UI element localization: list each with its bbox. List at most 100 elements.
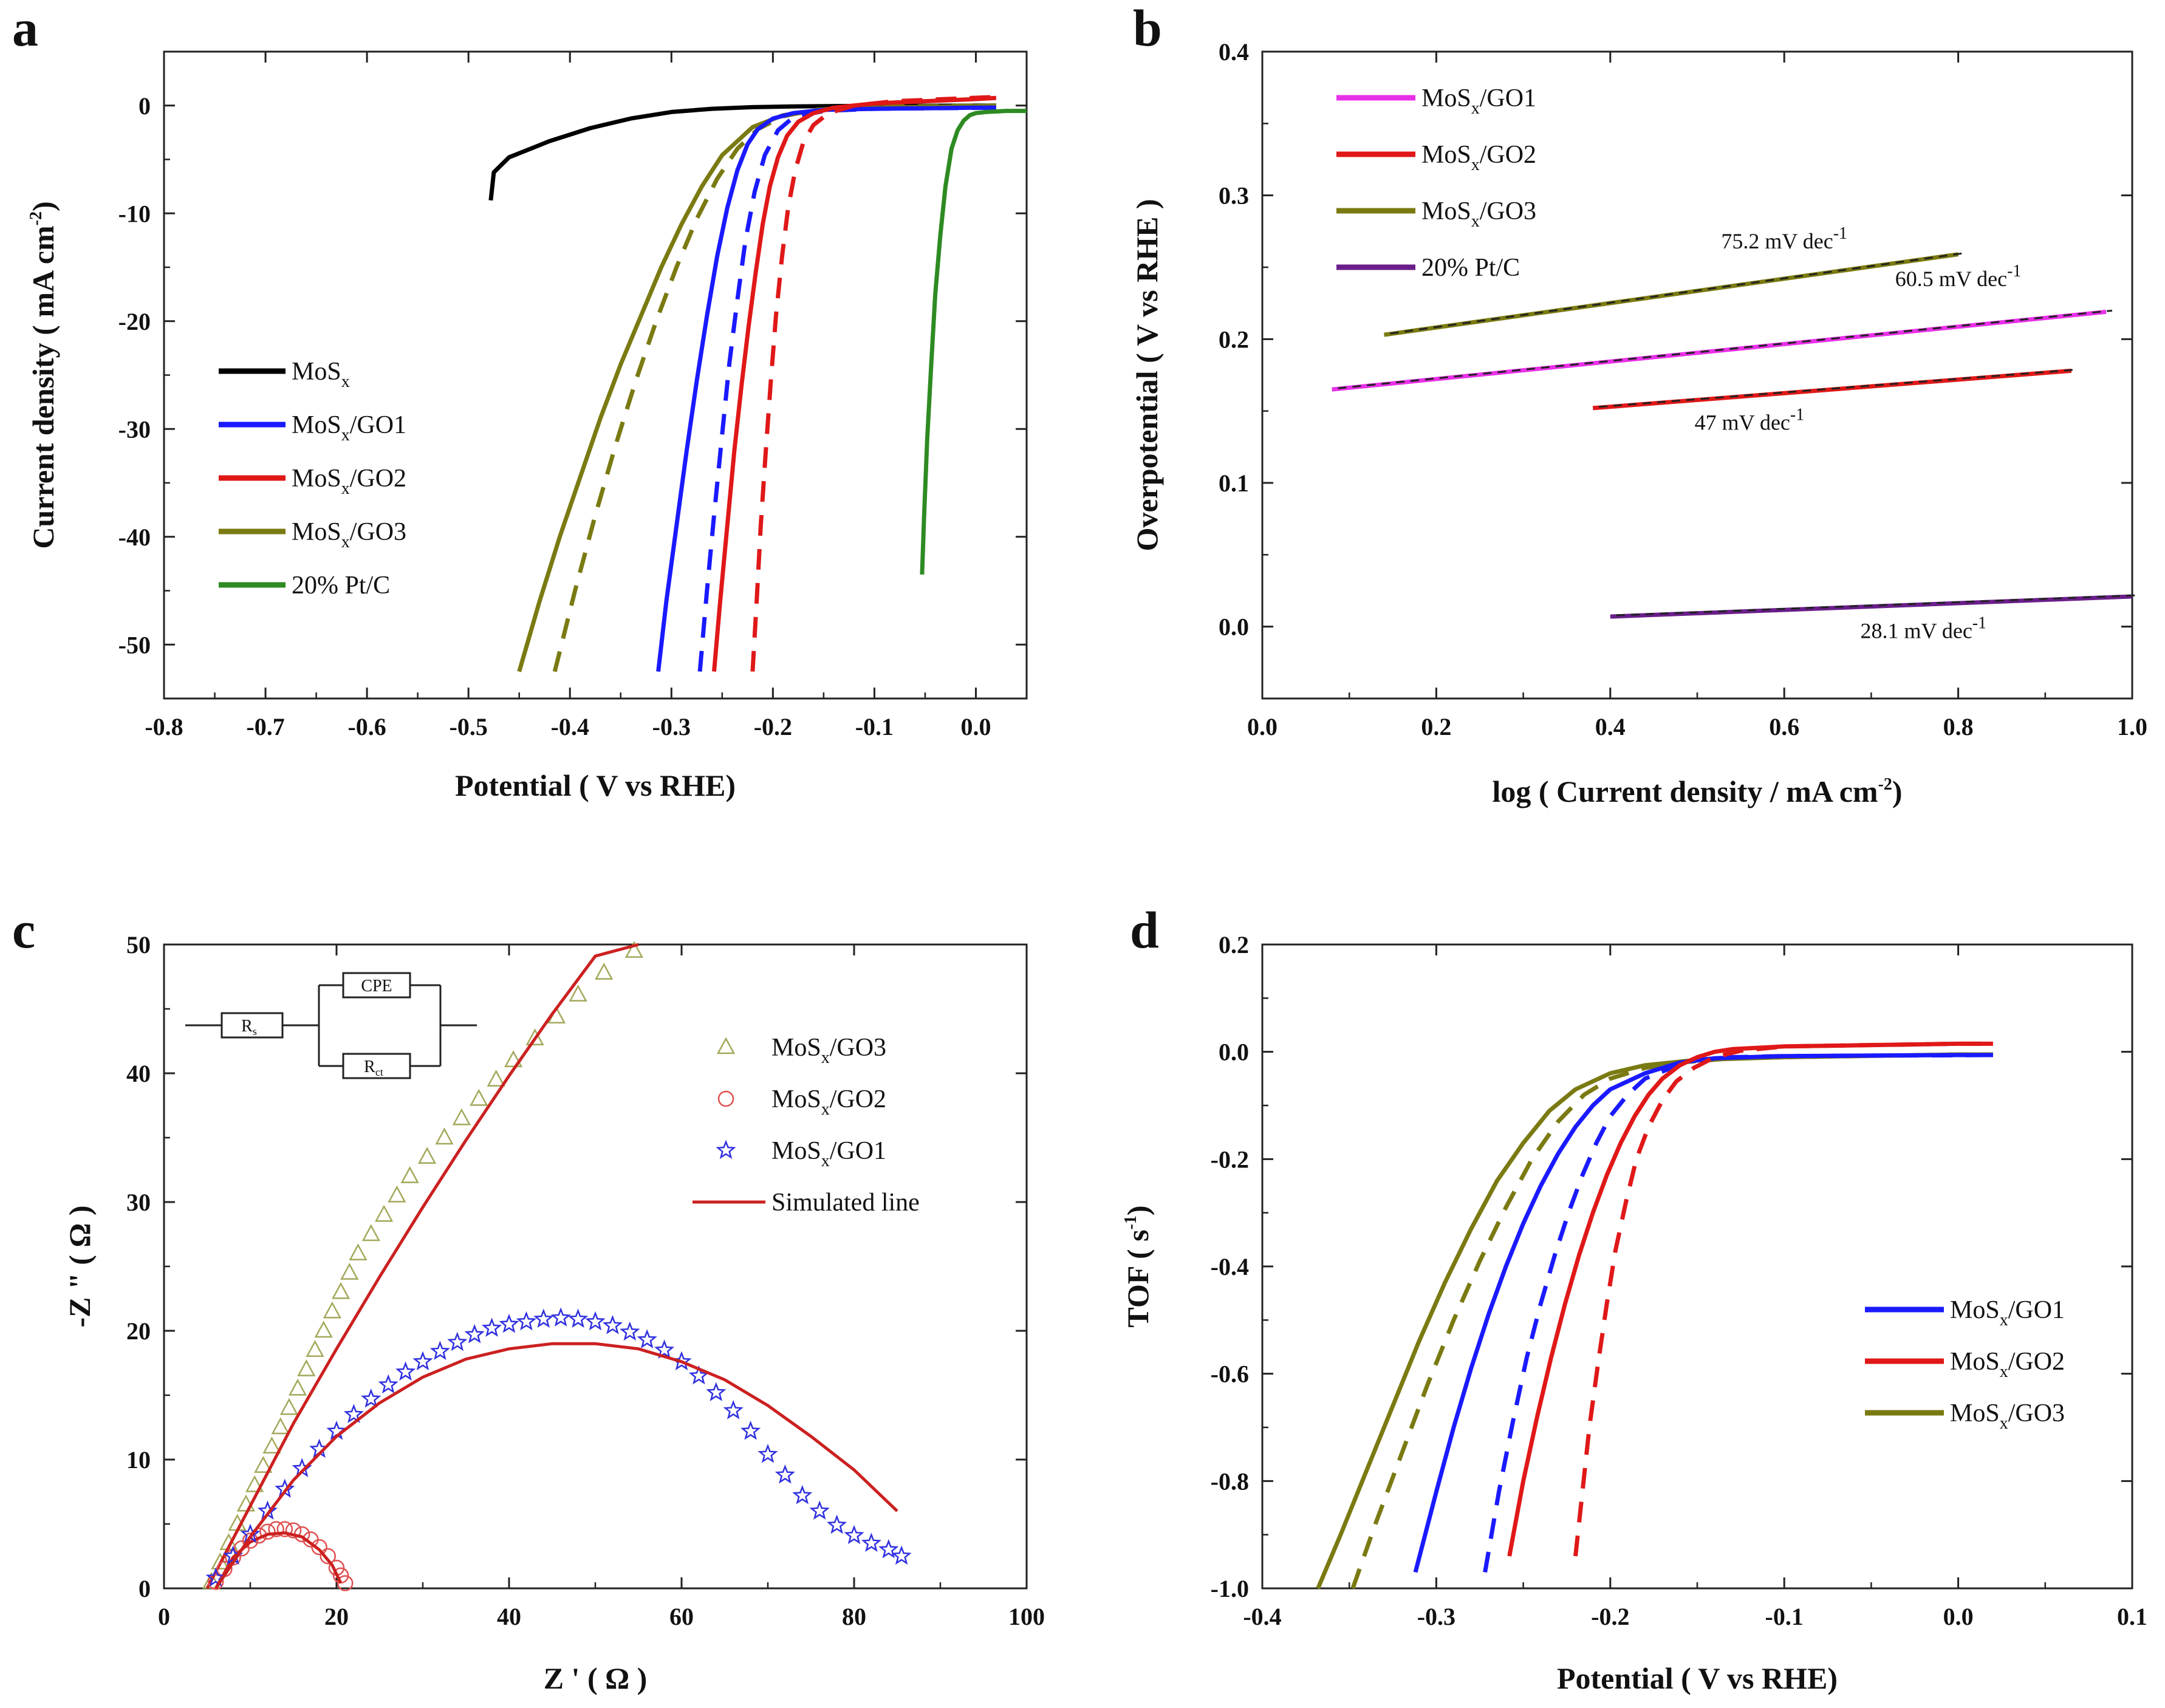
y-tick-label: 0.3 bbox=[1219, 182, 1249, 210]
circuit-rct-label: Rct bbox=[364, 1057, 383, 1078]
circuit-rct-sub: ct bbox=[375, 1066, 383, 1078]
data-point-triangle bbox=[624, 940, 643, 958]
tafel-fit-2 bbox=[1599, 368, 2078, 408]
y-axis-label: Overpotential ( V vs RHE ) bbox=[1130, 199, 1164, 551]
data-point-star bbox=[723, 1399, 744, 1419]
series-line-a-2 bbox=[552, 103, 996, 672]
x-tick-label: 1.0 bbox=[2117, 713, 2147, 740]
slope-annotation-text: 60.5 mV dec bbox=[1895, 267, 2007, 291]
x-tick-label: 0.0 bbox=[1943, 1603, 1974, 1630]
data-point-star bbox=[533, 1308, 554, 1328]
legend-label-base: MoS bbox=[292, 411, 341, 439]
circuit-cpe-box bbox=[342, 972, 411, 999]
data-point-triangle bbox=[375, 1204, 394, 1222]
x-tick-label: -0.7 bbox=[246, 713, 284, 740]
slope-annotation-sup: -1 bbox=[2007, 262, 2021, 281]
y-tick-label: -0.6 bbox=[1211, 1361, 1249, 1388]
data-point-star bbox=[706, 1382, 727, 1401]
slope-annotation: 28.1 mV dec-1 bbox=[1860, 614, 1986, 643]
legend-label: 20% Pt/C bbox=[292, 572, 390, 600]
x-tick-label: -0.5 bbox=[450, 713, 488, 740]
y-axis-label: Current density ( mA cm-2) bbox=[26, 201, 60, 548]
plot-frame bbox=[1261, 943, 2133, 1590]
data-point-star bbox=[412, 1351, 433, 1371]
y-tick-label: -40 bbox=[118, 524, 151, 551]
circuit-rct-box bbox=[342, 1053, 411, 1079]
x-tick-label: 80 bbox=[842, 1603, 866, 1630]
data-point-star bbox=[567, 1308, 589, 1328]
tafel-line-3 bbox=[1610, 594, 2133, 619]
legend-label: MoSx/GO1 bbox=[1421, 84, 1536, 118]
data-point-triangle bbox=[306, 1340, 324, 1358]
data-point-star bbox=[891, 1545, 912, 1565]
x-tick-label: 0.8 bbox=[1943, 713, 1974, 740]
legend-label: MoSx/GO2 bbox=[292, 465, 406, 498]
y-axis-label: TOF ( s-1) bbox=[1121, 1205, 1155, 1327]
x-tick-label: -0.8 bbox=[145, 713, 183, 740]
data-point-circle bbox=[242, 1532, 259, 1549]
data-point-star bbox=[429, 1341, 451, 1361]
legend-label-sub: x bbox=[1471, 99, 1480, 118]
y-tick-label: 0 bbox=[139, 1575, 151, 1602]
data-point-triangle bbox=[245, 1475, 264, 1492]
circuit-rs-base: R bbox=[241, 1017, 253, 1036]
circuit-rct-base: R bbox=[364, 1057, 375, 1076]
data-point-star bbox=[499, 1313, 519, 1333]
x-axis-label-sup: -2 bbox=[1878, 775, 1892, 794]
legend-label-base: MoS bbox=[1950, 1348, 2000, 1376]
x-tick-label: -0.4 bbox=[551, 713, 589, 740]
data-point-circle bbox=[276, 1521, 293, 1537]
data-point-triangle bbox=[504, 1050, 523, 1068]
x-tick-label: -0.1 bbox=[855, 713, 894, 740]
x-tick-label: 40 bbox=[497, 1603, 521, 1630]
legend-label-base: MoS bbox=[1421, 84, 1471, 112]
y-tick-label: 0.1 bbox=[1219, 470, 1249, 497]
legend-label-base: MoS bbox=[771, 1034, 821, 1062]
slope-annotation-sup: -1 bbox=[1790, 405, 1804, 424]
legend-label: MoSx/GO3 bbox=[292, 518, 406, 552]
series-line-d-4 bbox=[1507, 1041, 1993, 1557]
legend-label-rest: /GO3 bbox=[2008, 1399, 2065, 1427]
legend-label-sub: x bbox=[1471, 212, 1480, 231]
y-tick-label: 0.4 bbox=[1219, 38, 1249, 66]
legend-label: MoSx/GO1 bbox=[292, 411, 406, 445]
data-point-star bbox=[844, 1525, 864, 1545]
data-point-triangle bbox=[314, 1320, 333, 1338]
data-point-star bbox=[378, 1374, 398, 1394]
series-line-a-4 bbox=[697, 105, 996, 672]
circuit-cpe-label: CPE bbox=[361, 977, 392, 996]
x-tick-label: 0 bbox=[158, 1603, 170, 1630]
data-point-star bbox=[516, 1311, 537, 1331]
y-tick-label: -50 bbox=[118, 631, 151, 658]
legend-label: MoSx/GO2 bbox=[1421, 141, 1536, 174]
data-point-triangle bbox=[569, 985, 587, 1002]
legend-label-base: MoS bbox=[771, 1137, 821, 1165]
legend-label-sub: x bbox=[821, 1100, 830, 1119]
panel-label-c: c bbox=[12, 901, 35, 959]
x-tick-label: 0.0 bbox=[960, 713, 991, 740]
slope-annotation-sup: -1 bbox=[1972, 614, 1986, 633]
legend-marker-triangle bbox=[716, 1037, 736, 1054]
x-tick-label: -0.4 bbox=[1243, 1603, 1281, 1630]
data-point-triangle bbox=[254, 1455, 273, 1473]
slope-annotation: 47 mV dec-1 bbox=[1695, 405, 1805, 434]
x-tick-label: 60 bbox=[669, 1603, 694, 1630]
data-point-circle bbox=[311, 1539, 327, 1556]
panel-label-a: a bbox=[12, 0, 38, 57]
panel-d: -0.4 -0.3 -0.2 -0.1 0.0 0.1 0.2 0.0 -0.2 -0.4 -0.6… bbox=[1121, 931, 2147, 1695]
x-tick-label: 20 bbox=[324, 1603, 349, 1630]
legend-label-base: MoS bbox=[1950, 1399, 2000, 1427]
data-point-star bbox=[740, 1420, 761, 1440]
legend-label-base: MoS bbox=[1421, 141, 1471, 169]
data-point-triangle bbox=[349, 1243, 368, 1261]
y-axis-label-sup: -2 bbox=[27, 211, 46, 225]
data-point-triangle bbox=[340, 1262, 359, 1280]
data-point-triangle bbox=[279, 1398, 298, 1415]
data-point-triangle bbox=[470, 1088, 488, 1106]
data-point-star bbox=[654, 1339, 675, 1359]
data-point-star bbox=[464, 1324, 485, 1344]
x-tick-label: -0.6 bbox=[347, 713, 386, 740]
data-point-star bbox=[637, 1329, 657, 1349]
legend-label-sub: x bbox=[341, 533, 350, 552]
